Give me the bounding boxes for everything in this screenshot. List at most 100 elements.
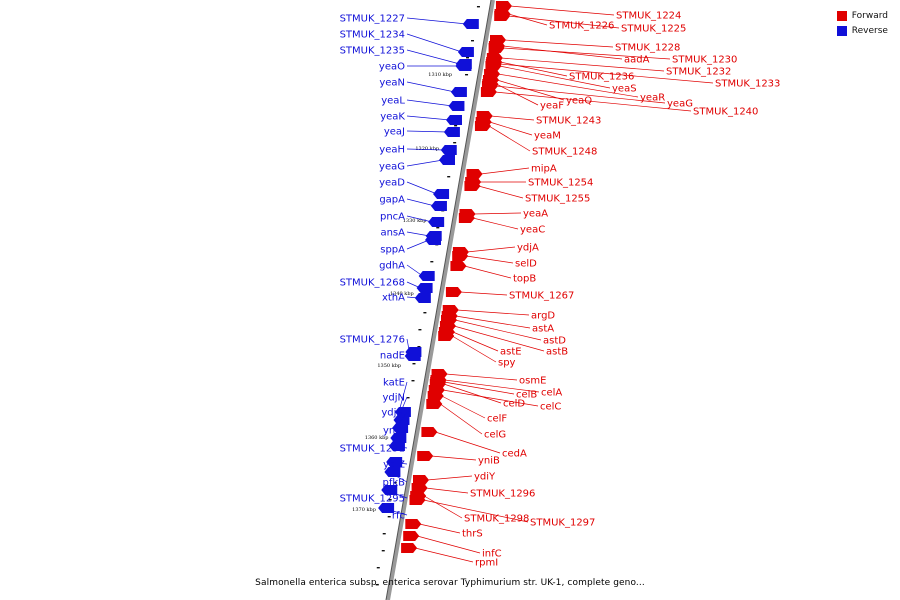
forward-gene-label[interactable]: argD <box>531 311 555 322</box>
reverse-gene-label[interactable]: yniC <box>383 426 405 437</box>
reverse-gene-label[interactable]: STMUK_1235 <box>340 46 405 57</box>
reverse-gene-arrow[interactable] <box>394 407 411 417</box>
forward-gene-arrow[interactable] <box>495 1 512 11</box>
reverse-gene-label[interactable]: gapA <box>379 195 405 206</box>
forward-gene-label[interactable]: STMUK_1240 <box>693 107 758 118</box>
forward-gene-label[interactable]: thrS <box>462 529 483 540</box>
reverse-gene-label[interactable]: xthA <box>382 293 405 304</box>
reverse-gene-label[interactable]: STMUK_1295 <box>340 494 405 505</box>
forward-gene-label[interactable]: STMUK_1298 <box>464 514 529 525</box>
forward-gene-label[interactable]: spy <box>498 358 516 369</box>
reverse-gene-label[interactable]: STMUK_1276 <box>340 335 405 346</box>
reverse-gene-label[interactable]: pfkB <box>382 478 405 489</box>
forward-gene-label[interactable]: celA <box>541 388 562 399</box>
reverse-gene-arrow[interactable] <box>455 61 472 71</box>
reverse-gene-label[interactable]: ydjM <box>381 408 405 419</box>
forward-gene-label[interactable]: astE <box>500 347 522 358</box>
forward-gene-label[interactable]: STMUK_1296 <box>470 489 535 500</box>
reverse-gene-arrow[interactable] <box>462 19 479 29</box>
forward-gene-label[interactable]: yeaM <box>534 131 561 142</box>
forward-gene-arrow[interactable] <box>464 181 481 191</box>
forward-gene-label[interactable]: STMUK_1232 <box>666 67 731 78</box>
reverse-gene-label[interactable]: STMUK_1291 <box>340 444 405 455</box>
forward-gene-label[interactable]: STMUK_1267 <box>509 291 574 302</box>
forward-gene-arrow[interactable] <box>401 543 418 553</box>
forward-gene-label[interactable]: STMUK_1225 <box>621 24 686 35</box>
reverse-gene-label[interactable]: STMUK_1227 <box>340 14 405 25</box>
forward-gene-arrow[interactable] <box>494 11 511 21</box>
forward-gene-label[interactable]: aadA <box>624 55 650 66</box>
reverse-gene-label[interactable]: yeaD <box>379 178 405 189</box>
reverse-gene-arrow[interactable] <box>448 101 465 111</box>
reverse-gene-label[interactable]: STMUK_1268 <box>340 278 405 289</box>
forward-gene-label[interactable]: astA <box>532 324 554 335</box>
forward-gene-label[interactable]: selD <box>515 259 537 270</box>
reverse-gene-arrow[interactable] <box>425 235 441 245</box>
forward-gene-arrow[interactable] <box>417 451 434 461</box>
reverse-gene-arrow[interactable] <box>440 145 457 155</box>
forward-gene-label[interactable]: rpmI <box>475 558 498 569</box>
reverse-gene-arrow[interactable] <box>433 189 450 199</box>
forward-gene-arrow[interactable] <box>474 121 491 131</box>
forward-gene-label[interactable]: infC <box>482 549 502 560</box>
forward-gene-arrow[interactable] <box>411 483 428 493</box>
forward-gene-label[interactable]: topB <box>513 274 536 285</box>
reverse-gene-arrow[interactable] <box>392 423 409 433</box>
forward-gene-arrow[interactable] <box>405 519 422 529</box>
forward-gene-label[interactable]: yeaS <box>612 84 637 95</box>
forward-gene-arrow[interactable] <box>445 287 462 297</box>
forward-gene-label[interactable]: yniB <box>478 456 500 467</box>
forward-gene-label[interactable]: STMUK_1236 <box>569 72 634 83</box>
reverse-gene-arrow[interactable] <box>390 433 407 443</box>
forward-gene-label[interactable]: yeaC <box>520 225 545 236</box>
reverse-gene-arrow[interactable] <box>414 293 431 303</box>
forward-gene-label[interactable]: STMUK_1297 <box>530 518 595 529</box>
reverse-gene-label[interactable]: yeaK <box>380 112 405 123</box>
reverse-gene-label[interactable]: ydiZ <box>383 460 405 471</box>
reverse-gene-arrow[interactable] <box>450 87 467 97</box>
reverse-gene-arrow[interactable] <box>446 115 462 125</box>
forward-gene-arrow[interactable] <box>403 531 420 541</box>
forward-gene-label[interactable]: STMUK_1233 <box>715 79 780 90</box>
reverse-gene-label[interactable]: yeaG <box>379 162 405 173</box>
forward-gene-label[interactable]: STMUK_1224 <box>616 11 681 22</box>
forward-gene-arrow[interactable] <box>409 495 426 505</box>
forward-gene-arrow[interactable] <box>427 391 444 401</box>
reverse-gene-arrow[interactable] <box>428 217 445 227</box>
forward-gene-label[interactable]: celD <box>503 399 525 410</box>
reverse-gene-label[interactable]: katE <box>383 378 405 389</box>
forward-gene-label[interactable]: STMUK_1248 <box>532 147 597 158</box>
reverse-gene-label[interactable]: STMUK_1234 <box>340 30 405 41</box>
reverse-gene-arrow[interactable] <box>404 351 421 361</box>
reverse-gene-arrow[interactable] <box>384 467 401 477</box>
forward-gene-label[interactable]: astD <box>543 336 566 347</box>
reverse-gene-arrow[interactable] <box>416 283 433 293</box>
forward-gene-arrow[interactable] <box>452 251 469 261</box>
reverse-gene-label[interactable]: yeaN <box>379 78 405 89</box>
forward-gene-label[interactable]: yeaQ <box>566 96 592 107</box>
reverse-gene-arrow[interactable] <box>386 457 403 467</box>
forward-gene-label[interactable]: ydjA <box>517 243 539 254</box>
forward-gene-label[interactable]: STMUK_1255 <box>525 194 590 205</box>
reverse-gene-arrow[interactable] <box>381 485 398 495</box>
reverse-gene-label[interactable]: gdhA <box>379 261 405 272</box>
forward-gene-arrow[interactable] <box>485 61 502 71</box>
forward-gene-arrow[interactable] <box>458 213 475 223</box>
forward-gene-arrow[interactable] <box>426 399 443 409</box>
reverse-gene-arrow[interactable] <box>457 47 474 57</box>
forward-gene-arrow[interactable] <box>450 261 467 271</box>
forward-gene-label[interactable]: celG <box>484 430 506 441</box>
reverse-gene-label[interactable]: yeaO <box>379 62 405 73</box>
forward-gene-label[interactable]: celB <box>516 390 537 401</box>
forward-gene-label[interactable]: celC <box>540 402 561 413</box>
reverse-gene-label[interactable]: yeaL <box>381 96 405 107</box>
forward-gene-arrow[interactable] <box>466 169 483 179</box>
forward-gene-label[interactable]: mipA <box>531 164 557 175</box>
reverse-gene-arrow[interactable] <box>388 441 405 451</box>
forward-gene-label[interactable]: STMUK_1230 <box>672 55 737 66</box>
forward-gene-label[interactable]: STMUK_1228 <box>615 43 680 54</box>
forward-gene-arrow[interactable] <box>421 427 438 437</box>
reverse-gene-label[interactable]: pncA <box>380 212 405 223</box>
forward-gene-arrow[interactable] <box>413 475 429 485</box>
reverse-gene-label[interactable]: ydjN <box>382 393 405 404</box>
